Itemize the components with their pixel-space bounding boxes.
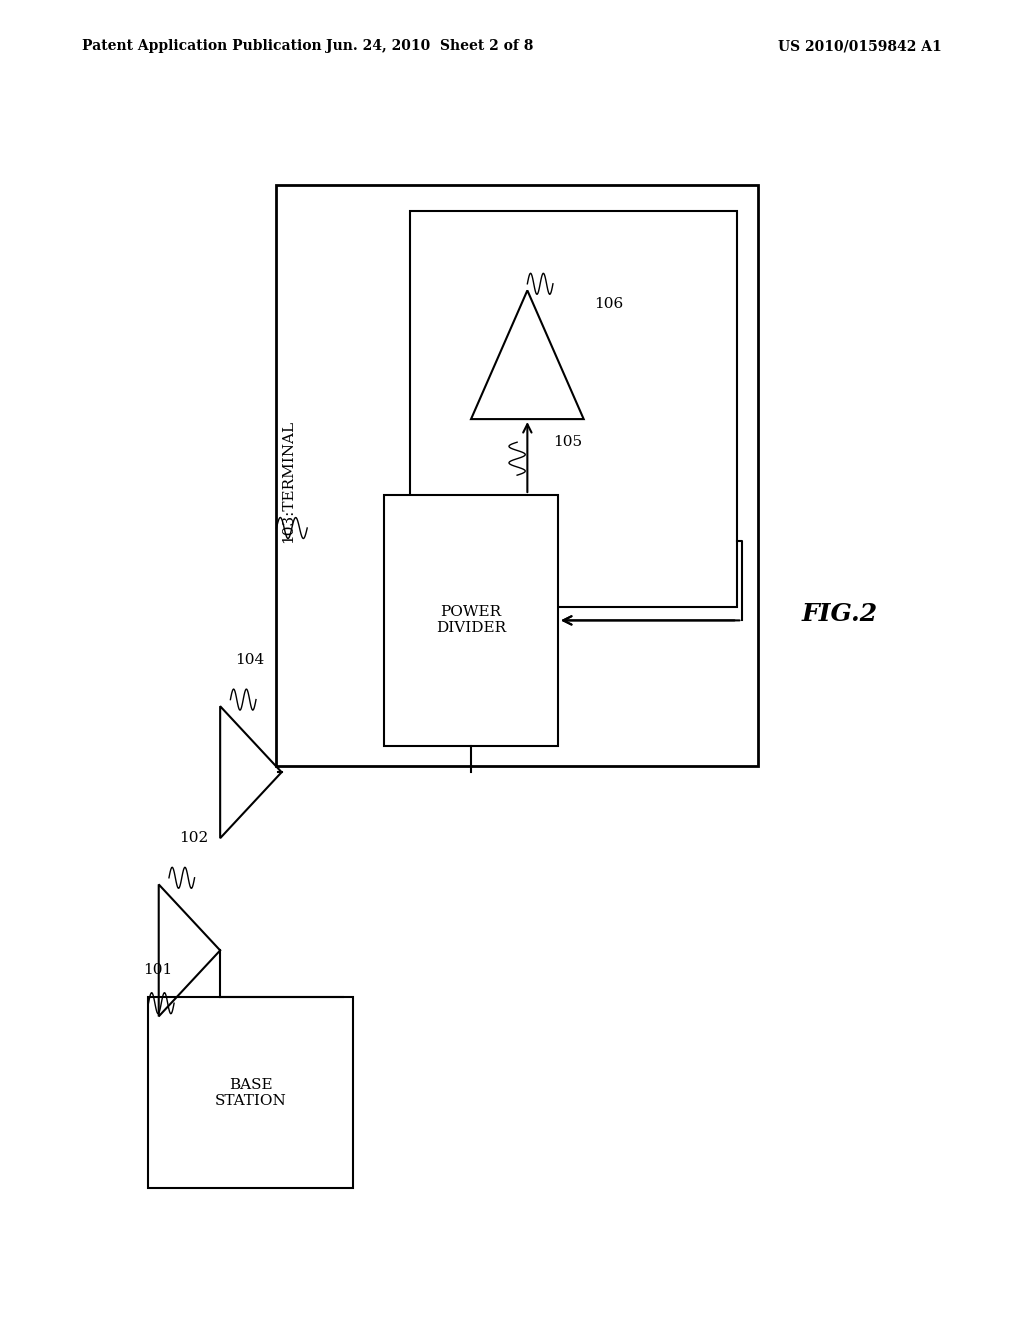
FancyBboxPatch shape [148, 997, 353, 1188]
Text: 102: 102 [179, 832, 209, 845]
Text: 105: 105 [553, 436, 582, 449]
Text: Jun. 24, 2010  Sheet 2 of 8: Jun. 24, 2010 Sheet 2 of 8 [327, 40, 534, 53]
Text: 104: 104 [236, 653, 265, 667]
Text: 106: 106 [594, 297, 624, 310]
Text: FIG.2: FIG.2 [802, 602, 878, 626]
Text: POWER
DIVIDER: POWER DIVIDER [436, 606, 506, 635]
FancyBboxPatch shape [276, 185, 758, 766]
Text: Patent Application Publication: Patent Application Publication [82, 40, 322, 53]
Text: 103:TERMINAL: 103:TERMINAL [282, 420, 296, 544]
Text: US 2010/0159842 A1: US 2010/0159842 A1 [778, 40, 942, 53]
FancyBboxPatch shape [410, 211, 737, 607]
FancyBboxPatch shape [384, 495, 558, 746]
Text: BASE
STATION: BASE STATION [215, 1078, 287, 1107]
Text: 101: 101 [143, 964, 173, 977]
